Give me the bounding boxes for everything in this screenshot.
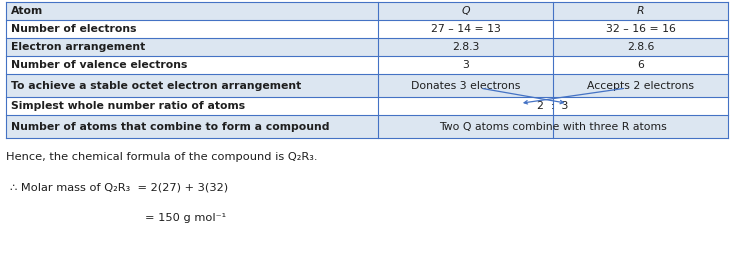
Text: R: R [637, 6, 644, 16]
Text: 2.8.6: 2.8.6 [627, 42, 655, 52]
Text: Number of electrons: Number of electrons [11, 24, 137, 34]
Text: 2  :  3: 2 : 3 [537, 101, 569, 111]
Text: Simplest whole number ratio of atoms: Simplest whole number ratio of atoms [11, 101, 245, 111]
Text: Accepts 2 electrons: Accepts 2 electrons [587, 80, 694, 90]
Bar [6, 115, 728, 138]
Text: 2.8.3: 2.8.3 [452, 42, 479, 52]
Bar [6, 97, 728, 115]
Bar [6, 56, 728, 74]
Bar [6, 20, 728, 38]
Bar [6, 74, 728, 97]
Text: 3: 3 [462, 60, 469, 70]
Bar [6, 38, 728, 56]
Text: Donates 3 electrons: Donates 3 electrons [411, 80, 520, 90]
Text: = 150 g mol⁻¹: = 150 g mol⁻¹ [145, 213, 227, 223]
Text: Two Q atoms combine with three R atoms: Two Q atoms combine with three R atoms [439, 122, 667, 132]
Text: Electron arrangement: Electron arrangement [11, 42, 145, 52]
Text: Atom: Atom [11, 6, 43, 16]
Bar [6, 2, 728, 20]
Text: Hence, the chemical formula of the compound is Q₂R₃.: Hence, the chemical formula of the compo… [6, 153, 317, 163]
Text: Number of atoms that combine to form a compound: Number of atoms that combine to form a c… [11, 122, 330, 132]
Text: Number of valence electrons: Number of valence electrons [11, 60, 187, 70]
Text: Q: Q [462, 6, 470, 16]
Text: 32 – 16 = 16: 32 – 16 = 16 [606, 24, 676, 34]
Text: 6: 6 [637, 60, 644, 70]
Text: ∴ Molar mass of Q₂R₃  = 2(27) + 3(32): ∴ Molar mass of Q₂R₃ = 2(27) + 3(32) [10, 183, 228, 193]
Text: 27 – 14 = 13: 27 – 14 = 13 [431, 24, 501, 34]
Text: To achieve a stable octet electron arrangement: To achieve a stable octet electron arran… [11, 80, 301, 90]
